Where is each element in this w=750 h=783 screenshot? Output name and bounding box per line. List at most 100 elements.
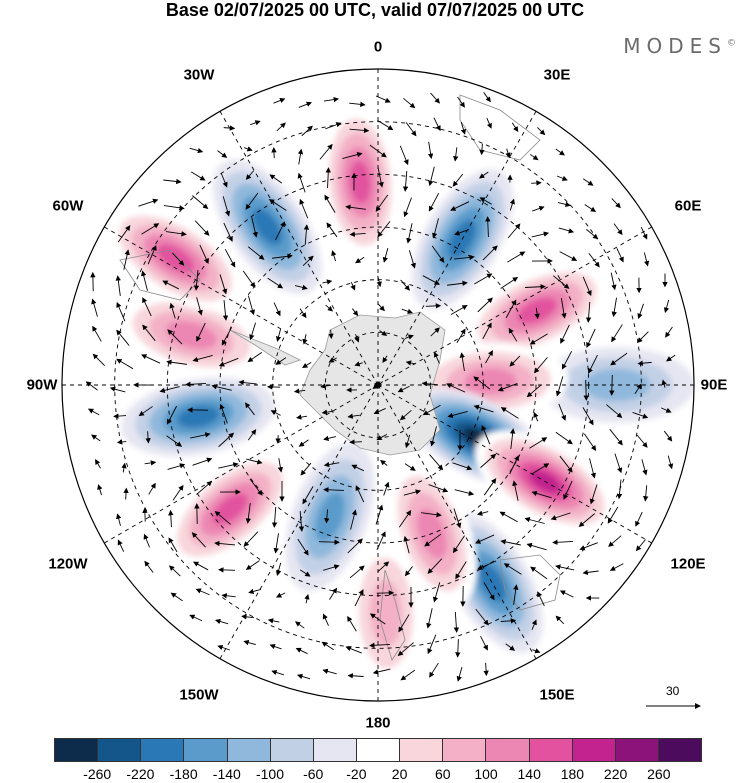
wind-vector — [275, 357, 287, 365]
colorbar-tick-label: -60 — [303, 766, 324, 782]
wind-vector — [582, 407, 594, 426]
wind-vector — [377, 167, 384, 188]
wind-vector — [273, 97, 286, 104]
wind-vector — [326, 222, 338, 238]
wind-vector — [611, 324, 623, 343]
wind-vector — [217, 150, 228, 158]
colorbar-segment — [400, 738, 444, 762]
wind-vector — [477, 297, 493, 313]
wind-vector — [92, 353, 105, 367]
wind-vector — [148, 482, 156, 495]
wind-vector — [195, 588, 210, 596]
wind-vector — [555, 615, 565, 625]
wind-vector — [141, 270, 148, 291]
anomaly-contour — [156, 244, 195, 273]
colorbar-tick-label: 100 — [474, 766, 498, 782]
colorbar-segment — [54, 738, 99, 762]
wind-vector — [589, 484, 598, 505]
wind-vector — [585, 301, 592, 323]
wind-vector — [560, 324, 570, 344]
wind-vector — [121, 462, 127, 473]
wind-vector — [95, 458, 101, 469]
wind-vector — [245, 503, 251, 524]
wind-vector — [297, 538, 309, 556]
wind-vector — [643, 485, 649, 502]
wind-vector — [355, 485, 365, 503]
wind-vector — [404, 334, 414, 340]
wind-vector — [369, 642, 391, 649]
wind-vector — [555, 376, 564, 397]
wind-vector — [377, 561, 390, 573]
wind-vector — [223, 125, 236, 131]
wind-vector — [115, 275, 121, 296]
wind-vector — [582, 569, 599, 576]
wind-vector — [474, 273, 493, 285]
wind-vector — [249, 478, 263, 496]
wind-vector — [294, 621, 305, 629]
wind-vector — [345, 204, 366, 210]
wind-vector — [453, 611, 460, 633]
wind-vector — [556, 175, 568, 181]
wind-vector — [251, 217, 258, 238]
colorbar-segment — [184, 738, 228, 762]
wind-vector — [243, 531, 259, 547]
wind-vector — [578, 513, 595, 527]
colorbar-tick-label: -220 — [126, 766, 155, 782]
wind-vector — [452, 535, 465, 554]
wind-vector — [524, 284, 546, 290]
anomaly-contour — [478, 563, 507, 602]
wind-vector — [275, 562, 282, 577]
wind-vector — [351, 464, 365, 472]
wind-vector — [406, 223, 413, 244]
wind-vector — [217, 644, 230, 651]
wind-vector — [272, 253, 293, 259]
wind-vector — [164, 205, 185, 211]
wind-vector — [159, 386, 180, 393]
wind-vector — [667, 455, 674, 470]
wind-vector — [446, 383, 466, 393]
wind-vector — [500, 407, 519, 419]
wind-vector — [142, 297, 152, 317]
wind-vector — [563, 480, 573, 500]
wind-vector — [244, 402, 255, 416]
wind-vector — [537, 591, 545, 607]
wind-vector — [369, 144, 387, 158]
wind-vector — [270, 410, 281, 416]
wind-vector — [382, 355, 388, 364]
wind-vector — [398, 510, 412, 528]
wind-vector — [321, 409, 334, 415]
wind-vector — [460, 122, 467, 135]
wind-vector — [141, 223, 160, 235]
wind-vector — [249, 322, 256, 341]
wind-vector — [432, 582, 441, 603]
wind-vector — [533, 411, 539, 422]
wind-vector — [199, 244, 209, 264]
wind-vector — [513, 584, 519, 605]
wind-vector — [196, 297, 203, 316]
wind-vector — [588, 354, 598, 374]
wind-vector — [500, 618, 517, 624]
wind-vector — [509, 428, 516, 449]
logo-mark: © — [727, 38, 736, 49]
wind-vector — [322, 613, 329, 626]
reference-vector-label: 30 — [666, 684, 680, 698]
wind-vector — [295, 647, 308, 655]
wind-vector — [421, 512, 442, 518]
wind-vector — [555, 431, 573, 445]
wind-vector — [347, 615, 357, 632]
wind-vector — [403, 197, 412, 218]
wind-vector — [503, 563, 522, 575]
longitude-label: 120E — [670, 555, 706, 573]
wind-vector — [665, 326, 673, 338]
wind-vector — [427, 634, 437, 655]
wind-vector — [345, 646, 362, 654]
colorbar-tick-label: 60 — [435, 766, 451, 782]
wind-vector — [401, 308, 414, 314]
wind-vector — [526, 542, 547, 551]
wind-vector — [455, 561, 467, 580]
colorbar-tick-label: 140 — [517, 766, 541, 782]
wind-vector — [275, 221, 285, 241]
wind-vector — [429, 662, 439, 678]
wind-vector — [399, 409, 412, 421]
wind-vector — [91, 298, 98, 317]
